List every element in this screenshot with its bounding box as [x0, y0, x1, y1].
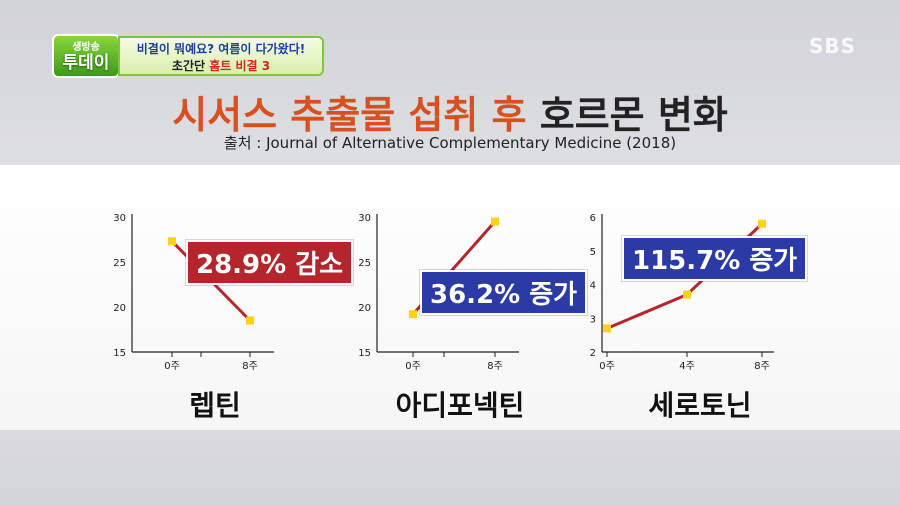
data-point — [168, 237, 176, 246]
x-tick-label: 4주 — [679, 361, 695, 372]
data-point — [246, 316, 254, 325]
y-tick-label: 15 — [113, 348, 126, 359]
logo-caption-prefix: 초간단 — [171, 59, 206, 73]
logo-badge: 생방송 투데이 — [52, 34, 120, 78]
chart-leptin-svg: 15 20 25 30 0주 8주 — [113, 213, 274, 372]
broadcaster-logo: SBS — [808, 34, 856, 58]
data-point — [758, 219, 766, 228]
logo-caption-line1: 비결이 뭐예요? 여름이 다가왔다! — [136, 42, 306, 56]
title-rest: 호르몬 변화 — [539, 93, 728, 137]
chart-name-serotonin: 세로토닌 — [648, 389, 752, 422]
y-tick-label: 2 — [590, 348, 596, 359]
data-point — [409, 310, 417, 319]
logo-caption: 비결이 뭐예요? 여름이 다가왔다! 초간단 홈트 비결 3 — [118, 36, 324, 76]
logo-caption-highlight: 홈트 비결 3 — [209, 59, 271, 73]
y-tick-label: 4 — [590, 281, 596, 292]
y-tick-label: 6 — [590, 213, 596, 224]
y-tick-label: 5 — [590, 247, 596, 258]
y-tick-label: 15 — [358, 348, 371, 359]
title-highlight: 시서스 추출물 섭취 후 — [172, 93, 527, 137]
x-tick-label: 0주 — [405, 361, 421, 372]
y-tick-label: 25 — [358, 258, 371, 269]
page-title: 시서스 추출물 섭취 후 호르몬 변화 — [0, 84, 900, 139]
chart-serotonin: 2 3 4 5 6 0주 4주 8주 — [590, 190, 780, 379]
x-tick-label: 8주 — [487, 361, 503, 372]
x-tick-label: 0주 — [164, 361, 180, 372]
badge-leptin: 28.9% 감소 — [186, 240, 354, 285]
y-tick-label: 25 — [113, 258, 126, 269]
chart-name-adiponectin: 아디포넥틴 — [395, 389, 525, 422]
data-point — [603, 324, 611, 333]
x-tick-label: 8주 — [754, 361, 770, 372]
chart-name-leptin: 렙틴 — [189, 389, 241, 422]
logo-top-text: 생방송 — [72, 42, 100, 53]
x-tick-label: 8주 — [242, 361, 258, 372]
logo-main-text: 투데이 — [62, 53, 110, 73]
program-logo: 생방송 투데이 비결이 뭐예요? 여름이 다가왔다! 초간단 홈트 비결 3 — [52, 34, 324, 78]
y-tick-label: 20 — [113, 303, 126, 314]
y-tick-label: 3 — [590, 314, 596, 325]
data-point — [491, 217, 499, 226]
data-point — [683, 290, 691, 299]
x-tick-label: 0주 — [599, 361, 615, 372]
y-tick-label: 30 — [113, 213, 126, 224]
y-tick-label: 30 — [358, 213, 371, 224]
y-tick-label: 20 — [358, 303, 371, 314]
chart-leptin: 15 20 25 30 0주 8주 — [110, 190, 280, 379]
badge-adiponectin: 36.2% 증가 — [420, 270, 588, 315]
chart-serotonin-svg: 2 3 4 5 6 0주 4주 8주 — [590, 213, 774, 372]
source-citation: 출처 : Journal of Alternative Complementar… — [223, 134, 677, 152]
logo-caption-line2: 초간단 홈트 비결 3 — [120, 57, 322, 74]
badge-serotonin: 115.7% 증가 — [622, 236, 808, 281]
